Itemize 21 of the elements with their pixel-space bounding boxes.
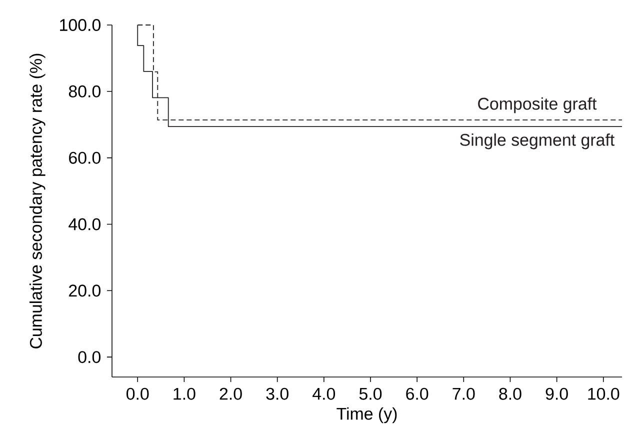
y-tick-label: 100.0: [60, 19, 100, 31]
x-tick-label: 7.0: [452, 388, 475, 400]
y-tick-label: 40.0: [68, 218, 100, 230]
y-tick-label: 60.0: [69, 152, 100, 164]
x-axis-title: Time (y): [336, 407, 397, 424]
x-tick-label: 10.0: [588, 388, 620, 400]
y-tick-label: 20.0: [69, 284, 100, 297]
x-tick-label: 4.0: [312, 388, 336, 400]
x-tick-label: 2.0: [220, 388, 242, 400]
series-label: Composite graft: [478, 97, 597, 114]
x-tick-label: 1.0: [174, 388, 196, 400]
y-axis-title: Cumulative secondary patency rate (%): [30, 54, 46, 348]
y-tick-label: 0.0: [78, 351, 101, 364]
series-label: Single segment graft: [460, 133, 615, 150]
x-tick-label: 0.0: [126, 388, 149, 400]
x-tick-label: 5.0: [359, 388, 382, 400]
x-tick-label: 8.0: [499, 388, 522, 400]
x-tick-label: 6.0: [406, 388, 428, 400]
x-tick-label: 3.0: [266, 388, 288, 400]
x-tick-label: 9.0: [546, 388, 568, 400]
y-tick-label: 80.0: [68, 85, 100, 98]
